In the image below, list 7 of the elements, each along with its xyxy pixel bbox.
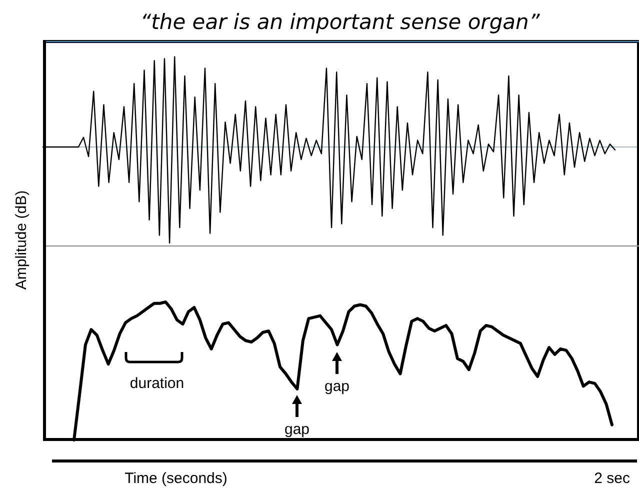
chart-title: “the ear is an important sense organ”: [140, 10, 541, 34]
annotation: gap: [284, 421, 310, 438]
y-axis-title: Amplitude (dB): [13, 190, 30, 290]
annotation: gap: [324, 378, 350, 395]
x-axis-title: Time (seconds): [124, 470, 228, 487]
annotation: duration: [130, 375, 184, 392]
text: 2 sec: [594, 470, 630, 487]
